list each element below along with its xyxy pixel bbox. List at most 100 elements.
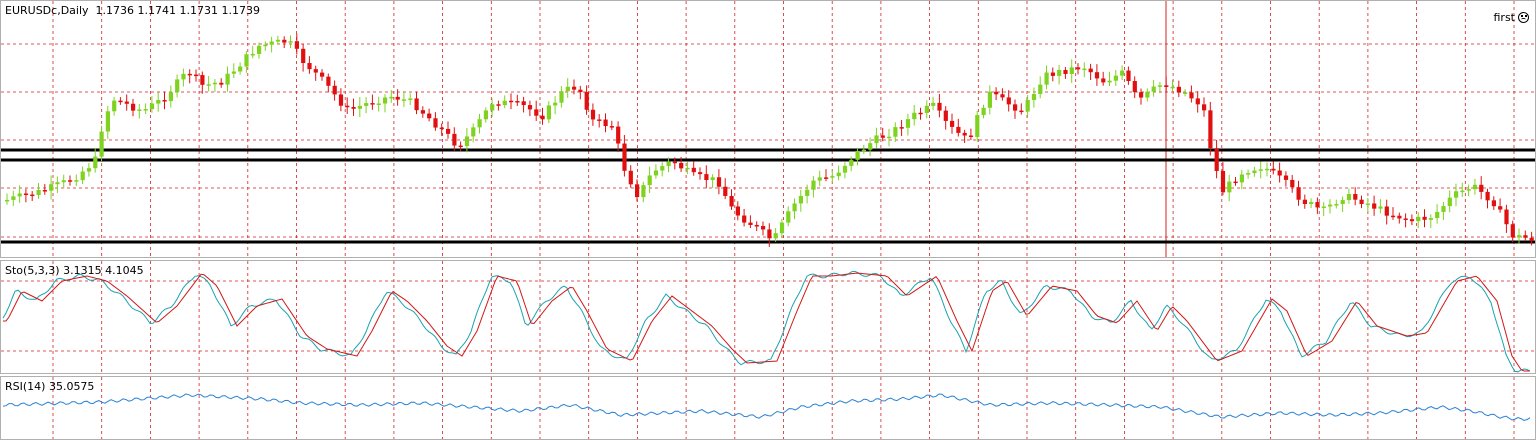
candle-body <box>439 127 444 130</box>
candle-body <box>1504 209 1509 225</box>
candle-body <box>263 44 268 47</box>
candle-body <box>200 75 205 85</box>
candlestick <box>383 94 388 113</box>
candle-body <box>931 102 936 106</box>
candlestick <box>446 121 451 139</box>
candle-body <box>609 126 614 128</box>
candlestick <box>905 113 911 136</box>
candlestick <box>11 190 16 206</box>
candlestick <box>824 169 829 182</box>
candle-body <box>761 226 766 230</box>
candle-body <box>987 91 992 108</box>
candlestick <box>660 162 665 177</box>
stochastic-signal-line <box>3 272 1530 372</box>
candlestick <box>590 103 596 126</box>
candle-body <box>282 39 287 43</box>
candle-body <box>433 118 438 128</box>
candlestick <box>1271 161 1276 175</box>
price-chart-pane[interactable]: EURUSDc,Daily 1.1736 1.1741 1.1731 1.173… <box>0 0 1536 258</box>
candle-body <box>767 229 772 239</box>
candlestick <box>99 125 104 162</box>
candlestick <box>118 97 123 105</box>
candle-body <box>175 79 180 93</box>
candlestick <box>698 167 703 180</box>
candlestick <box>1428 214 1433 228</box>
candlestick <box>376 96 381 112</box>
candle-body <box>1334 204 1339 206</box>
candlestick <box>357 97 362 118</box>
candlestick <box>628 165 633 188</box>
candlestick <box>55 176 60 193</box>
candle-body <box>1498 206 1503 210</box>
candle-body <box>446 128 451 134</box>
stochastic-canvas <box>1 261 1535 373</box>
candle-body <box>666 161 671 167</box>
candlestick <box>855 147 860 166</box>
candlestick <box>1296 180 1301 206</box>
candle-body <box>326 76 331 86</box>
candlestick <box>950 113 955 134</box>
candle-body <box>1296 187 1301 200</box>
candle-body <box>1485 191 1490 201</box>
candle-body <box>181 73 186 80</box>
candlestick <box>320 69 325 81</box>
candlestick <box>685 161 690 175</box>
candle-body <box>231 71 236 74</box>
candle-body <box>212 82 218 85</box>
candle-body <box>1302 199 1307 205</box>
candlestick <box>1435 204 1440 224</box>
candle-body <box>1157 85 1163 87</box>
expert-name-label: first <box>1493 11 1516 24</box>
candle-body <box>11 196 16 200</box>
candle-body <box>1435 211 1440 219</box>
candlestick <box>105 105 110 140</box>
candlestick <box>1088 63 1093 81</box>
candle-body <box>1076 67 1081 70</box>
candlestick <box>1202 97 1207 117</box>
candlestick <box>515 94 520 106</box>
candle-body <box>1428 218 1433 220</box>
candlestick <box>1025 95 1030 118</box>
candlestick <box>1031 87 1037 108</box>
candlestick <box>61 174 66 189</box>
stochastic-pane[interactable]: Sto(5,3,3) 3.1315 4.1045 <box>0 260 1536 374</box>
candle-body <box>1265 168 1270 171</box>
candlestick <box>420 106 425 118</box>
candle-body <box>830 176 835 178</box>
candlestick <box>238 62 243 75</box>
candlestick <box>257 42 262 59</box>
candlestick <box>1283 171 1289 187</box>
candlestick <box>861 144 866 155</box>
candle-body <box>553 102 558 106</box>
candle-body <box>1328 204 1333 207</box>
candle-body <box>483 110 488 120</box>
candlestick <box>849 156 854 172</box>
candlestick <box>1416 212 1421 229</box>
candle-body <box>162 100 167 102</box>
candlestick <box>156 92 161 112</box>
candle-body <box>238 66 243 72</box>
candle-body <box>590 109 596 120</box>
candlestick <box>1460 182 1465 197</box>
expert-advisor-indicator[interactable]: first <box>1493 11 1529 24</box>
candle-body <box>1510 224 1515 238</box>
candlestick <box>471 123 476 143</box>
candlestick <box>893 122 898 143</box>
candle-body <box>792 203 797 212</box>
candlestick <box>1309 198 1314 209</box>
candlestick <box>1321 202 1326 217</box>
candle-body <box>994 91 999 95</box>
candle-body <box>880 135 885 138</box>
candle-body <box>105 111 110 132</box>
candle-body <box>1479 184 1484 192</box>
candle-body <box>496 104 501 106</box>
candlestick <box>30 191 35 201</box>
rsi-pane[interactable]: RSI(14) 35.0575 <box>0 376 1536 440</box>
candlestick <box>1044 65 1049 90</box>
candle-body <box>1466 189 1471 191</box>
candlestick <box>653 164 659 179</box>
candlestick <box>68 175 73 186</box>
candle-body <box>893 127 898 137</box>
candle-body <box>698 172 703 175</box>
candle-body <box>1359 199 1364 204</box>
